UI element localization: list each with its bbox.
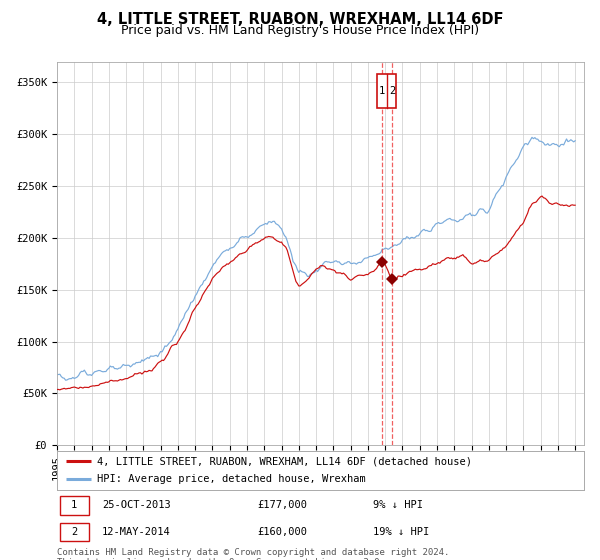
Text: 4, LITTLE STREET, RUABON, WREXHAM, LL14 6DF (detached house): 4, LITTLE STREET, RUABON, WREXHAM, LL14 … — [97, 456, 472, 466]
Bar — [59, 522, 89, 542]
Text: 9% ↓ HPI: 9% ↓ HPI — [373, 500, 423, 510]
Text: 1: 1 — [71, 500, 77, 510]
Text: 4, LITTLE STREET, RUABON, WREXHAM, LL14 6DF: 4, LITTLE STREET, RUABON, WREXHAM, LL14 … — [97, 12, 503, 27]
Text: 2: 2 — [390, 86, 396, 96]
Text: HPI: Average price, detached house, Wrexham: HPI: Average price, detached house, Wrex… — [97, 474, 365, 484]
Text: 2: 2 — [71, 527, 77, 537]
Bar — [59, 496, 89, 515]
Text: 1: 1 — [379, 86, 385, 96]
Text: £177,000: £177,000 — [257, 500, 307, 510]
Text: £160,000: £160,000 — [257, 527, 307, 537]
Text: 19% ↓ HPI: 19% ↓ HPI — [373, 527, 430, 537]
Bar — [377, 74, 397, 108]
Text: Price paid vs. HM Land Registry's House Price Index (HPI): Price paid vs. HM Land Registry's House … — [121, 24, 479, 36]
Text: Contains HM Land Registry data © Crown copyright and database right 2024.
This d: Contains HM Land Registry data © Crown c… — [57, 548, 449, 560]
Text: 12-MAY-2014: 12-MAY-2014 — [102, 527, 170, 537]
Text: 25-OCT-2013: 25-OCT-2013 — [102, 500, 170, 510]
